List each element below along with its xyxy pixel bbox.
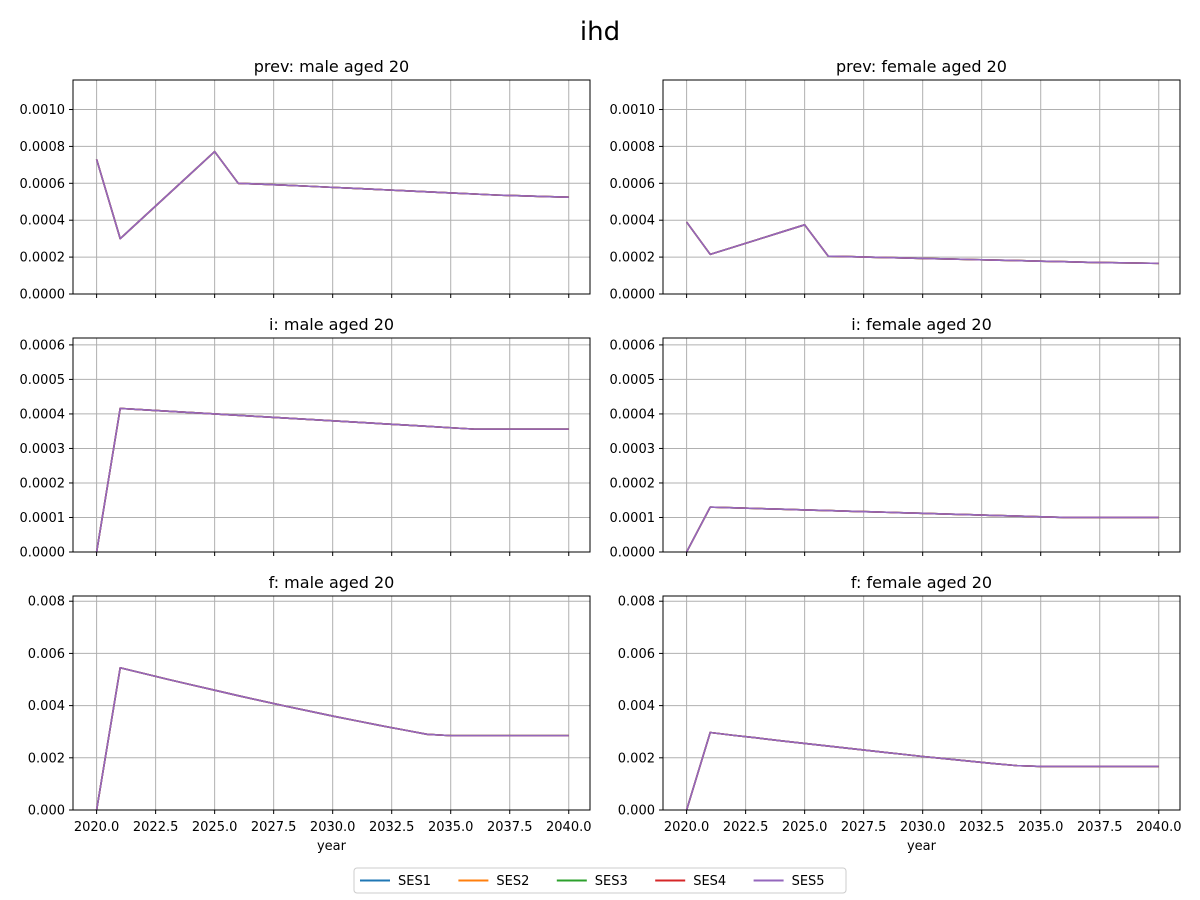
legend-box xyxy=(353,867,847,894)
legend-item-ses1: SES1 xyxy=(360,874,431,889)
series-line-ses5 xyxy=(95,150,569,240)
y-tick-label: 0.002 xyxy=(618,751,655,766)
y-tick-label: 0.0000 xyxy=(610,288,656,303)
x-tick-label: 2025.0 xyxy=(192,820,238,835)
y-tick-label: 0.002 xyxy=(28,751,65,766)
subplot-title: f: female aged 20 xyxy=(851,573,992,592)
legend-label: SES1 xyxy=(398,874,431,889)
y-tick-label: 0.0004 xyxy=(20,407,66,422)
x-tick-label: 2037.5 xyxy=(487,820,533,835)
x-tick-label: 2020.0 xyxy=(664,820,710,835)
legend-label: SES2 xyxy=(496,874,529,889)
x-axis-label: year xyxy=(317,839,347,854)
y-tick-label: 0.004 xyxy=(28,699,65,714)
subplot-2: prev: female aged 20 0.0000 0.0002 0.0004 0.… xyxy=(610,57,1181,303)
legend-item-ses3: SES3 xyxy=(556,874,628,889)
y-tick-label: 0.0004 xyxy=(20,214,66,229)
subplot-3: i: male aged 20 0.0000 0.0001 0.0002 0.0003 0… xyxy=(20,315,591,561)
y-tick-label: 0.0003 xyxy=(20,442,66,457)
x-tick-label: 2020.0 xyxy=(74,820,120,835)
x-tick-label: 2025.0 xyxy=(782,820,828,835)
legend-item-ses4: SES4 xyxy=(655,874,726,889)
subplot-title: f: male aged 20 xyxy=(269,573,395,592)
y-tick-label: 0.0002 xyxy=(610,476,656,491)
y-tick-label: 0.0006 xyxy=(610,177,656,192)
x-tick-label: 2035.0 xyxy=(1018,820,1064,835)
y-tick-label: 0.0002 xyxy=(20,251,66,266)
x-tick-label: 2032.5 xyxy=(369,820,415,835)
axes-frame xyxy=(662,595,1181,811)
axes-frame xyxy=(662,337,1181,553)
x-tick-label: 2027.5 xyxy=(841,820,887,835)
y-tick-label: 0.006 xyxy=(618,647,655,662)
series-line-ses5 xyxy=(685,221,1159,265)
y-tick-label: 0.0001 xyxy=(20,511,66,526)
x-tick-label: 2027.5 xyxy=(251,820,297,835)
y-tick-label: 0.0006 xyxy=(20,177,66,192)
y-tick-label: 0.000 xyxy=(28,804,65,819)
subplot-1: prev: male aged 20 0.0000 0.0002 0.0004 0.00… xyxy=(20,57,591,303)
y-tick-label: 0.0006 xyxy=(610,338,656,353)
y-tick-label: 0.006 xyxy=(28,647,65,662)
y-tick-label: 0.0002 xyxy=(610,251,656,266)
axes-frame xyxy=(662,79,1181,295)
y-tick-label: 0.0001 xyxy=(610,511,656,526)
axes-frame xyxy=(72,595,591,811)
y-tick-label: 0.0008 xyxy=(610,140,656,155)
y-tick-label: 0.0006 xyxy=(20,338,66,353)
series-line-ses5 xyxy=(685,731,1159,811)
series-line-ses5 xyxy=(685,506,1159,553)
y-tick-label: 0.0000 xyxy=(20,288,66,303)
legend-item-ses5: SES5 xyxy=(753,874,825,889)
legend-label: SES4 xyxy=(693,874,726,889)
x-tick-label: 2040.0 xyxy=(546,820,592,835)
x-tick-label: 2022.5 xyxy=(133,820,179,835)
y-tick-label: 0.0010 xyxy=(610,103,656,118)
legend: SES1 SES2 SES3 SES4 SES5 xyxy=(353,867,847,894)
x-tick-label: 2035.0 xyxy=(428,820,474,835)
legend-label: SES5 xyxy=(792,874,825,889)
y-tick-label: 0.0008 xyxy=(20,140,66,155)
series-line-ses5 xyxy=(95,407,569,553)
subplot-title: prev: female aged 20 xyxy=(836,57,1007,76)
y-tick-label: 0.0004 xyxy=(610,214,656,229)
y-tick-label: 0.0002 xyxy=(20,476,66,491)
subplot-5: f: male aged 20 0.000 0.002 0.004 0.006 0.008… xyxy=(28,573,592,854)
subplot-grid: prev: male aged 20 0.0000 0.0002 0.0004 0.00… xyxy=(20,57,1182,854)
figure-title: ihd xyxy=(580,17,620,47)
subplot-title: prev: male aged 20 xyxy=(254,57,409,76)
x-axis-label: year xyxy=(907,839,937,854)
axes-frame xyxy=(72,79,591,295)
y-tick-label: 0.000 xyxy=(618,804,655,819)
x-tick-label: 2022.5 xyxy=(723,820,769,835)
axes-frame xyxy=(72,337,591,553)
series-line-ses5 xyxy=(95,666,569,811)
y-tick-label: 0.0000 xyxy=(20,546,66,561)
y-tick-label: 0.0004 xyxy=(610,407,656,422)
x-tick-label: 2037.5 xyxy=(1077,820,1123,835)
y-tick-label: 0.0005 xyxy=(610,373,656,388)
subplot-4: i: female aged 20 0.0000 0.0001 0.0002 0.000… xyxy=(610,315,1181,561)
y-tick-label: 0.0005 xyxy=(20,373,66,388)
x-tick-label: 2040.0 xyxy=(1136,820,1182,835)
legend-label: SES3 xyxy=(595,874,628,889)
y-tick-label: 0.004 xyxy=(618,699,655,714)
x-tick-label: 2030.0 xyxy=(900,820,946,835)
y-tick-label: 0.0000 xyxy=(610,546,656,561)
subplot-title: i: female aged 20 xyxy=(851,315,992,334)
y-tick-label: 0.008 xyxy=(28,595,65,610)
legend-item-ses2: SES2 xyxy=(458,874,529,889)
subplot-6: f: female aged 20 0.000 0.002 0.004 0.006 0.0… xyxy=(618,573,1182,854)
y-tick-label: 0.008 xyxy=(618,595,655,610)
y-tick-label: 0.0010 xyxy=(20,103,66,118)
x-tick-label: 2032.5 xyxy=(959,820,1005,835)
y-tick-label: 0.0003 xyxy=(610,442,656,457)
x-tick-label: 2030.0 xyxy=(310,820,356,835)
subplot-title: i: male aged 20 xyxy=(269,315,394,334)
